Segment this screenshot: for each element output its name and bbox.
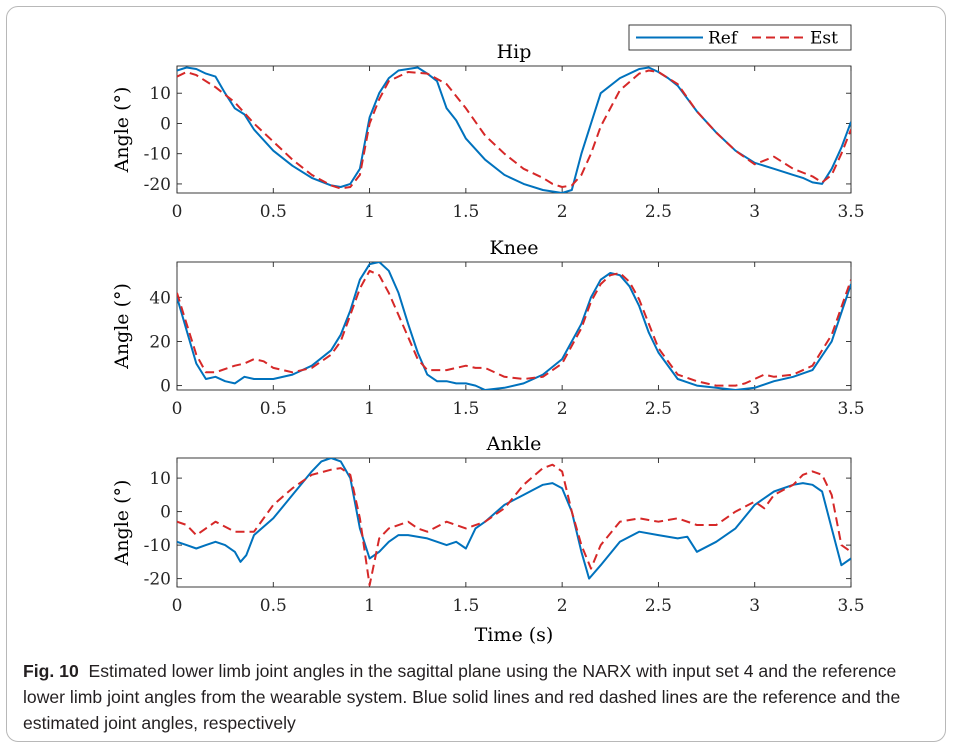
ankle-ytick-label: -10 (144, 536, 171, 556)
hip-xtick-label: 0.5 (260, 202, 287, 222)
hip-ytick-label: -20 (144, 175, 171, 195)
ankle-xtick-label: 2.5 (645, 596, 672, 616)
ankle-xtick-label: 3 (749, 596, 760, 616)
hip-xtick-label: 1 (364, 202, 375, 222)
knee-series-ref-line (177, 262, 851, 390)
hip-xtick-label: 2.5 (645, 202, 672, 222)
figure-caption-text: Estimated lower limb joint angles in the… (23, 661, 901, 733)
ankle-ylabel: Angle (°) (111, 480, 133, 567)
ankle-xtick-label: 2 (557, 596, 568, 616)
ankle-series-est-line (177, 463, 851, 587)
hip-ytick-label: -10 (144, 145, 171, 165)
knee-xtick-label: 3 (749, 399, 760, 419)
hip-ytick-label: 10 (149, 84, 171, 104)
knee-ylabel: Angle (°) (111, 283, 133, 370)
knee-ytick-label: 0 (160, 377, 171, 397)
hip-xtick-label: 3.5 (837, 202, 864, 222)
ankle-ytick-label: -20 (144, 570, 171, 590)
hip-series-est-line (177, 69, 851, 190)
hip-xtick-label: 2 (557, 202, 568, 222)
ankle-xtick-label: 1 (364, 596, 375, 616)
hip-series-ref-line (177, 66, 851, 193)
knee-xtick-label: 1.5 (452, 399, 479, 419)
hip-xtick-label: 0 (172, 202, 183, 222)
ankle-panel-title: Ankle (486, 433, 542, 455)
hip-panel-title: Hip (497, 41, 532, 63)
hip-ytick-label: 0 (160, 114, 171, 134)
ankle-ytick-label: 0 (160, 503, 171, 523)
figure-caption-label: Fig. 10 (23, 661, 79, 681)
figure-frame (6, 6, 946, 742)
hip-axes-box (176, 65, 852, 194)
knee-xtick-label: 2.5 (645, 399, 672, 419)
ankle-series-ref-line (177, 458, 851, 580)
knee-xtick-label: 1 (364, 399, 375, 419)
ankle-xlabel: Time (s) (475, 624, 554, 646)
knee-panel-title: Knee (490, 237, 539, 259)
ankle-xtick-label: 3.5 (837, 596, 864, 616)
ankle-xtick-label: 0.5 (260, 596, 287, 616)
knee-ytick-label: 40 (149, 288, 171, 308)
hip-ylabel: Angle (°) (111, 87, 133, 174)
legend-label-est: Est (810, 29, 838, 49)
knee-xtick-label: 2 (557, 399, 568, 419)
hip-xtick-label: 3 (749, 202, 760, 222)
ankle-xtick-label: 0 (172, 596, 183, 616)
ankle-ytick-label: 10 (149, 469, 171, 489)
knee-xtick-label: 0.5 (260, 399, 287, 419)
legend-label-ref: Ref (708, 29, 739, 49)
ankle-xtick-label: 1.5 (452, 596, 479, 616)
hip-xtick-label: 1.5 (452, 202, 479, 222)
knee-series-est-line (177, 269, 851, 387)
knee-ytick-label: 20 (149, 332, 171, 352)
knee-xtick-label: 0 (172, 399, 183, 419)
ankle-axes-box (176, 457, 852, 588)
knee-axes-box (176, 261, 852, 391)
knee-xtick-label: 3.5 (837, 399, 864, 419)
figure-caption: Fig. 10 Estimated lower limb joint angle… (23, 658, 923, 736)
